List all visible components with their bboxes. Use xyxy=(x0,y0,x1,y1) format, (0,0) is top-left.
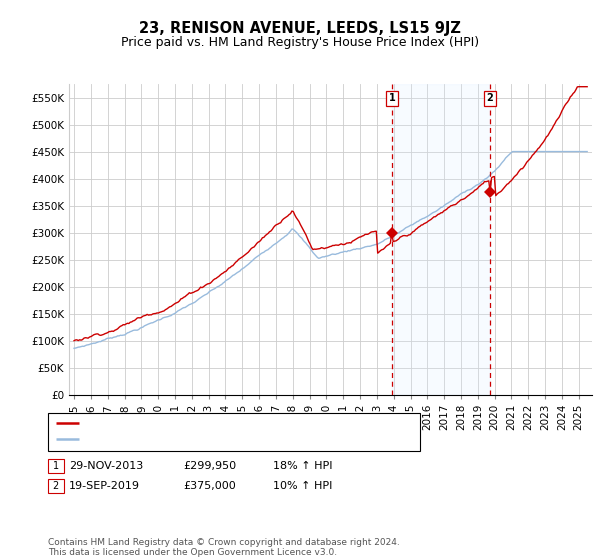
Text: 10% ↑ HPI: 10% ↑ HPI xyxy=(273,480,332,491)
Text: 23, RENISON AVENUE, LEEDS, LS15 9JZ (detached house): 23, RENISON AVENUE, LEEDS, LS15 9JZ (det… xyxy=(84,418,405,428)
Bar xyxy=(392,84,490,395)
Text: 2: 2 xyxy=(487,94,493,104)
Text: Price paid vs. HM Land Registry's House Price Index (HPI): Price paid vs. HM Land Registry's House … xyxy=(121,36,479,49)
Text: 23, RENISON AVENUE, LEEDS, LS15 9JZ: 23, RENISON AVENUE, LEEDS, LS15 9JZ xyxy=(139,21,461,36)
Text: Contains HM Land Registry data © Crown copyright and database right 2024.
This d: Contains HM Land Registry data © Crown c… xyxy=(48,538,400,557)
Text: 18% ↑ HPI: 18% ↑ HPI xyxy=(273,461,332,471)
Text: HPI: Average price, detached house, Leeds: HPI: Average price, detached house, Leed… xyxy=(84,435,323,445)
Text: 1: 1 xyxy=(53,461,59,471)
Text: 1: 1 xyxy=(389,94,395,104)
Text: 29-NOV-2013: 29-NOV-2013 xyxy=(69,461,143,471)
Text: 19-SEP-2019: 19-SEP-2019 xyxy=(69,480,140,491)
Text: 2: 2 xyxy=(53,480,59,491)
Text: £375,000: £375,000 xyxy=(183,480,236,491)
Text: £299,950: £299,950 xyxy=(183,461,236,471)
